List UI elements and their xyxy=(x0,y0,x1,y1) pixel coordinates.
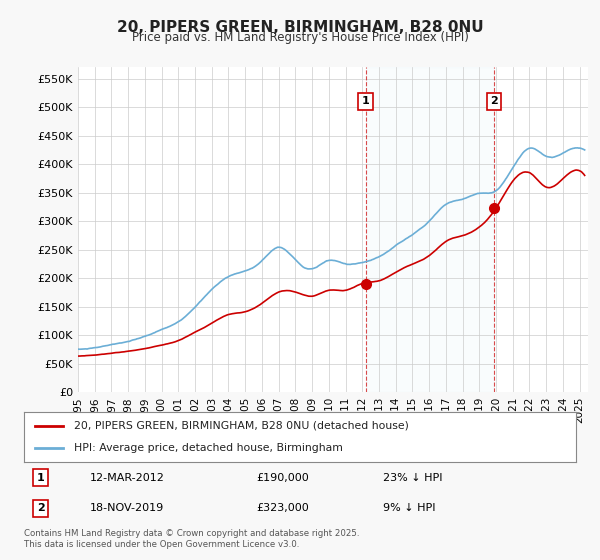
Bar xyxy=(365,67,494,392)
Text: 20, PIPERS GREEN, BIRMINGHAM, B28 0NU: 20, PIPERS GREEN, BIRMINGHAM, B28 0NU xyxy=(116,20,484,35)
Text: £190,000: £190,000 xyxy=(256,473,308,483)
Text: 1: 1 xyxy=(362,96,370,106)
Text: 12-MAR-2012: 12-MAR-2012 xyxy=(90,473,165,483)
Text: £323,000: £323,000 xyxy=(256,503,308,514)
Text: 2: 2 xyxy=(490,96,498,106)
Text: 1: 1 xyxy=(37,473,44,483)
Text: Price paid vs. HM Land Registry's House Price Index (HPI): Price paid vs. HM Land Registry's House … xyxy=(131,31,469,44)
Text: HPI: Average price, detached house, Birmingham: HPI: Average price, detached house, Birm… xyxy=(74,443,343,453)
Text: 23% ↓ HPI: 23% ↓ HPI xyxy=(383,473,442,483)
Text: 18-NOV-2019: 18-NOV-2019 xyxy=(90,503,164,514)
Text: Contains HM Land Registry data © Crown copyright and database right 2025.
This d: Contains HM Land Registry data © Crown c… xyxy=(24,529,359,549)
Text: 9% ↓ HPI: 9% ↓ HPI xyxy=(383,503,436,514)
Text: 20, PIPERS GREEN, BIRMINGHAM, B28 0NU (detached house): 20, PIPERS GREEN, BIRMINGHAM, B28 0NU (d… xyxy=(74,421,409,431)
Text: 2: 2 xyxy=(37,503,44,514)
